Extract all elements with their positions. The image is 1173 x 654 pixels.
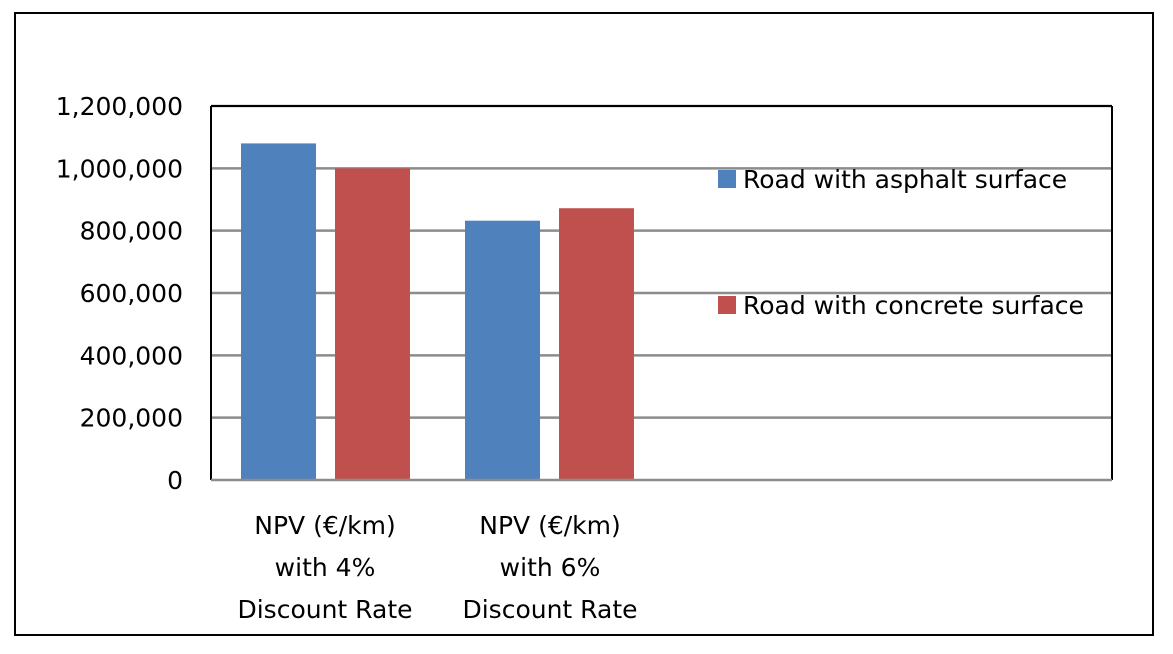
y-tick-label: 600,000	[80, 279, 183, 308]
legend-label: Road with concrete surface	[743, 291, 1084, 320]
legend-label: Road with asphalt surface	[743, 165, 1067, 194]
bar	[559, 208, 634, 480]
x-category-label-line: NPV (€/km)	[479, 511, 621, 540]
bar	[465, 220, 540, 480]
x-category-label: NPV (€/km) with 4% Discount Rate	[237, 511, 412, 624]
y-tick-label: 200,000	[80, 404, 183, 433]
bar-layer	[241, 143, 634, 481]
x-category-label-line: NPV (€/km)	[254, 511, 396, 540]
y-tick-label: 1,000,000	[56, 154, 183, 183]
x-category-label: NPV (€/km) with 6% Discount Rate	[462, 511, 637, 624]
x-category-label-line: with 4%	[275, 553, 376, 582]
y-tick-label: 400,000	[80, 341, 183, 370]
x-category-label-line: Discount Rate	[462, 595, 637, 624]
y-tick-labels: 0 200,000 400,000 600,000 800,000 1,000,000 1,…	[56, 92, 183, 495]
bar	[335, 168, 410, 481]
x-category-label-line: with 6%	[500, 553, 601, 582]
legend-swatch	[718, 296, 736, 314]
bar	[241, 143, 316, 480]
y-tick-label: 800,000	[80, 217, 183, 246]
legend: Road with asphalt surface Road with concr…	[718, 165, 1084, 320]
axis-layer	[210, 105, 1113, 482]
chart-frame	[14, 12, 1154, 636]
x-category-label-line: Discount Rate	[237, 595, 412, 624]
legend-swatch	[718, 170, 736, 188]
y-tick-label: 0	[167, 466, 183, 495]
y-tick-label: 1,200,000	[56, 92, 183, 121]
